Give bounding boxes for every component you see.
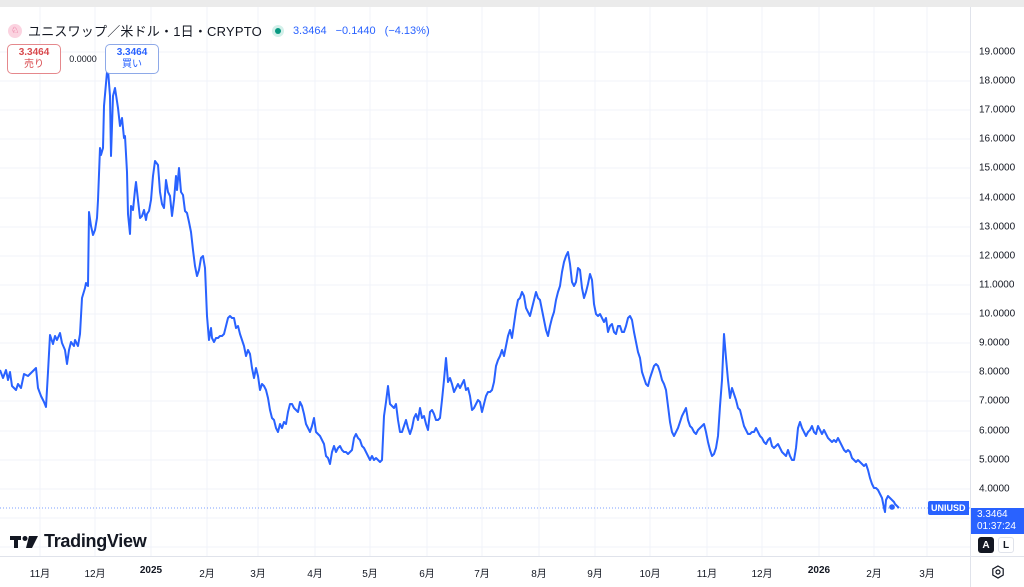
scale-mode-buttons: A L xyxy=(978,537,1014,553)
last-price-dot xyxy=(889,504,895,510)
price-tick: 11.0000 xyxy=(979,279,1015,291)
time-tick: 2月 xyxy=(866,569,882,580)
time-tick: 11月 xyxy=(696,569,718,580)
time-tick: 10月 xyxy=(639,569,661,580)
time-tick: 6月 xyxy=(419,569,435,580)
time-tick: 12月 xyxy=(751,569,773,580)
auto-scale-button[interactable]: A xyxy=(978,537,994,553)
trade-buttons: 3.3464 売り 0.0000 3.3464 買い xyxy=(7,44,159,74)
market-status-icon xyxy=(271,24,284,37)
price-tick: 19.0000 xyxy=(979,46,1016,58)
time-tick: 3月 xyxy=(250,569,266,580)
price-tick: 18.0000 xyxy=(979,75,1016,87)
spread-value: 0.0000 xyxy=(69,54,97,64)
price-tick: 4.0000 xyxy=(979,483,1010,495)
sell-button[interactable]: 3.3464 売り xyxy=(7,44,61,74)
log-scale-button[interactable]: L xyxy=(998,537,1014,553)
time-tick: 3月 xyxy=(919,569,935,580)
price-tick: 6.0000 xyxy=(979,425,1010,437)
time-tick: 5月 xyxy=(362,569,378,580)
price-tick: 7.0000 xyxy=(979,395,1010,407)
price-tick: 15.0000 xyxy=(979,162,1016,174)
legend-last-price: 3.3464 xyxy=(292,24,327,37)
grid-vertical xyxy=(39,7,928,556)
top-border xyxy=(0,0,1024,7)
sell-label: 売り xyxy=(24,59,44,70)
price-tick: 8.0000 xyxy=(979,366,1010,378)
time-tick: 11月 xyxy=(29,569,51,580)
price-tick: 16.0000 xyxy=(979,133,1016,145)
buy-button[interactable]: 3.3464 買い xyxy=(105,44,159,74)
price-tick: 9.0000 xyxy=(979,337,1010,349)
time-tick: 4月 xyxy=(307,569,323,580)
time-tick-year: 2025 xyxy=(139,565,163,576)
price-tick: 17.0000 xyxy=(979,104,1016,116)
time-tick: 8月 xyxy=(531,569,547,580)
bar-countdown: 01:37:24 xyxy=(977,521,1016,532)
symbol-title[interactable]: ユニスワップ／米ドル・1日・CRYPTO xyxy=(28,24,262,39)
price-axis[interactable]: 19.0000 18.0000 17.0000 16.0000 15.0000 … xyxy=(970,7,1024,556)
legend-change-pct: (−4.13%) xyxy=(384,24,430,37)
legend-change: −0.1440 xyxy=(335,24,376,37)
buy-label: 買い xyxy=(122,59,142,70)
time-tick-year: 2026 xyxy=(807,565,831,576)
price-chart[interactable] xyxy=(0,7,970,556)
buy-price: 3.3464 xyxy=(116,47,148,58)
chart-legend[interactable]: ♘ ユニスワップ／米ドル・1日・CRYPTO 3.3464 −0.1440 (−… xyxy=(8,21,430,40)
time-tick: 2月 xyxy=(199,569,215,580)
price-tick: 10.0000 xyxy=(979,308,1016,320)
watermark-text: TradingView xyxy=(44,531,147,551)
sell-price: 3.3464 xyxy=(18,47,50,58)
time-tick: 9月 xyxy=(587,569,603,580)
chart-pane[interactable]: ♘ ユニスワップ／米ドル・1日・CRYPTO 3.3464 −0.1440 (−… xyxy=(0,7,970,556)
grid-horizontal xyxy=(0,51,970,548)
tradingview-logo[interactable]: TradingView xyxy=(10,531,147,552)
price-tick: 14.0000 xyxy=(979,192,1016,204)
time-tick: 7月 xyxy=(474,569,490,580)
uni-icon: ♘ xyxy=(8,23,22,38)
last-price-label: 3.3464 01:37:24 xyxy=(971,508,1024,534)
symbol-price-tag: UNIUSD xyxy=(928,501,969,515)
price-tick: 12.0000 xyxy=(979,250,1016,262)
time-axis[interactable]: 11月 12月 2025 2月 3月 4月 5月 6月 7月 8月 9月 10月… xyxy=(0,556,970,587)
time-tick: 12月 xyxy=(84,569,106,580)
last-price-value: 3.3464 xyxy=(977,509,1008,520)
chart-settings-button[interactable] xyxy=(970,556,1024,587)
price-tick: 13.0000 xyxy=(979,221,1016,233)
price-line xyxy=(0,69,900,513)
settings-gear-icon xyxy=(991,565,1004,579)
price-tick: 5.0000 xyxy=(979,454,1010,466)
tradingview-logo-icon xyxy=(10,535,38,548)
